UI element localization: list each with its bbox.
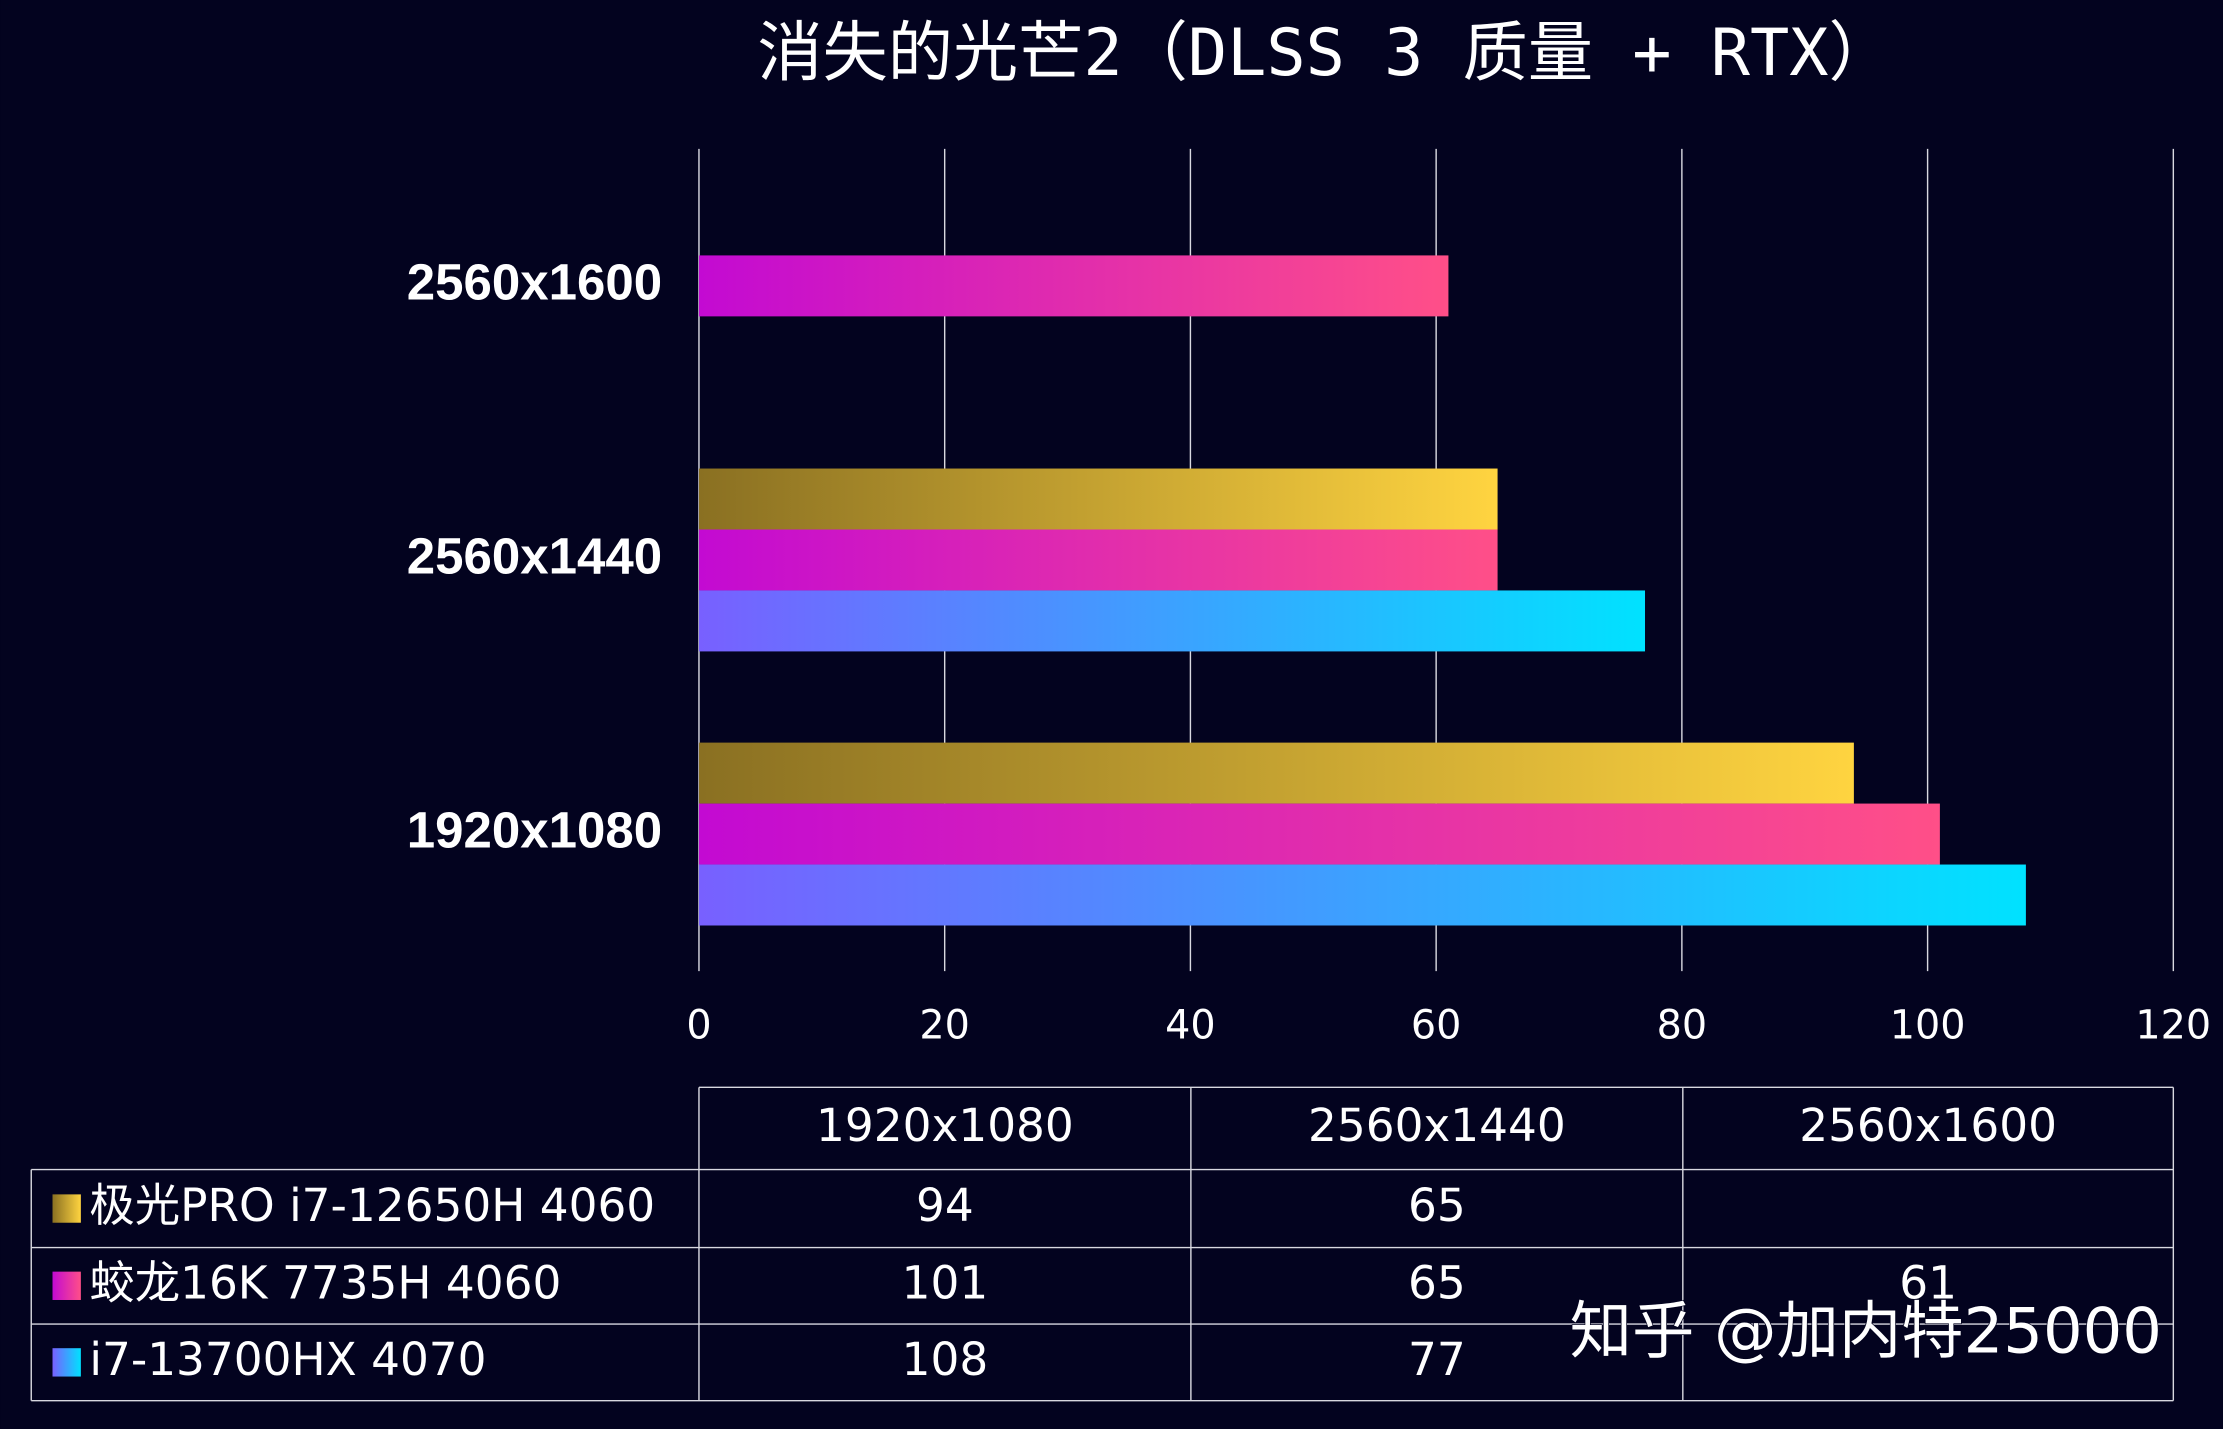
x-tick-label: 40 [1165, 1002, 1216, 1048]
table-value: 101 [902, 1256, 989, 1309]
table-header: 2560x1600 [1799, 1099, 2057, 1152]
watermark: 知乎 @加内特25000 [1570, 1295, 2162, 1368]
x-tick-label: 100 [1890, 1002, 1966, 1048]
bar [698, 529, 1498, 591]
table-value: 108 [902, 1333, 989, 1386]
legend-swatch [52, 1271, 81, 1300]
table-value: 61 [1899, 1256, 1957, 1309]
chart-title: 消失的光芒2（DLSS 3 质量 + RTX） [757, 15, 1893, 91]
legend-label: i7-13700HX 4070 [89, 1333, 486, 1386]
table-value: 65 [1408, 1256, 1466, 1309]
x-tick-label: 0 [686, 1002, 711, 1048]
table-value: 77 [1408, 1333, 1466, 1386]
table-header: 1920x1080 [816, 1099, 1074, 1152]
x-tick-label: 20 [919, 1002, 970, 1048]
x-tick-label: 80 [1657, 1002, 1708, 1048]
bar [698, 255, 1449, 317]
table-value: 94 [916, 1179, 974, 1232]
legend-swatch [52, 1194, 81, 1223]
bar [698, 590, 1646, 652]
bar [698, 803, 1940, 865]
y-tick-label: 2560x1600 [407, 253, 662, 310]
table-header: 2560x1440 [1308, 1099, 1566, 1152]
bar [698, 742, 1854, 804]
legend-label: 极光PRO i7-12650H 4060 [89, 1179, 655, 1232]
y-tick-label: 2560x1440 [407, 527, 662, 584]
legend-label: 蛟龙16K 7735H 4060 [89, 1256, 561, 1309]
x-tick-label: 60 [1411, 1002, 1462, 1048]
legend-swatch [52, 1348, 81, 1377]
bar [698, 864, 2026, 926]
x-tick-label: 120 [2135, 1002, 2211, 1048]
y-tick-label: 1920x1080 [407, 802, 662, 859]
bar [698, 468, 1498, 530]
table-value: 65 [1408, 1179, 1466, 1232]
